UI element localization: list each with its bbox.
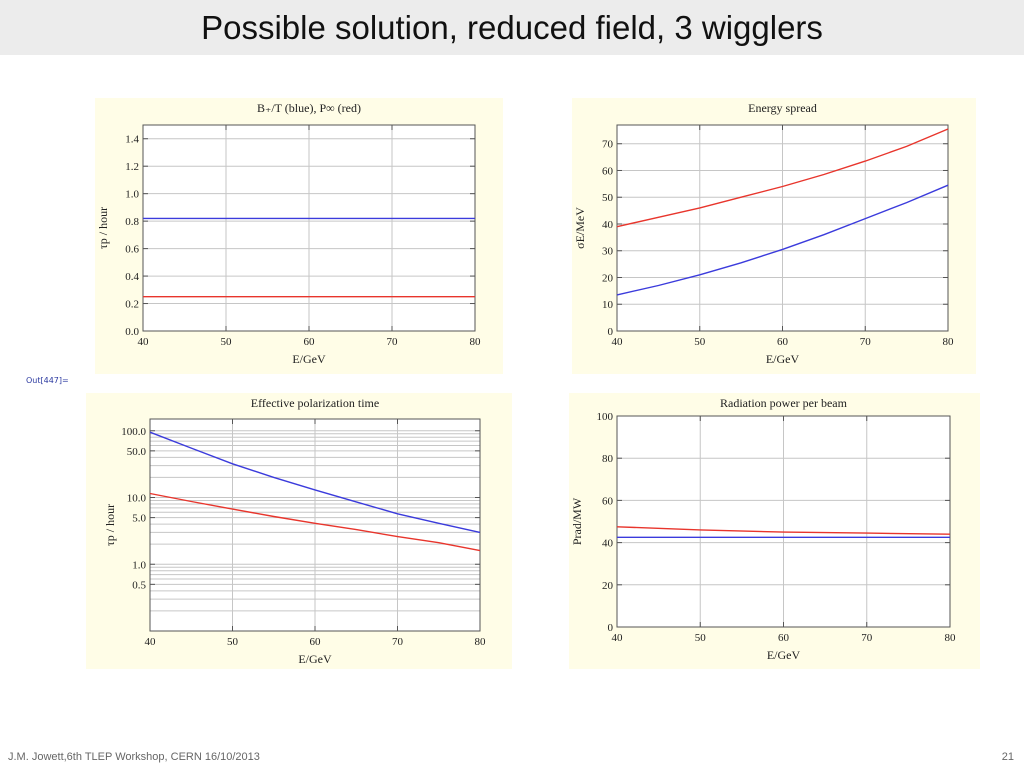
y-tick-label: 50 bbox=[602, 192, 614, 204]
title-bar: Possible solution, reduced field, 3 wigg… bbox=[0, 0, 1024, 55]
y-tick-label: 0.2 bbox=[125, 299, 139, 311]
y-axis-label: τp / hour bbox=[103, 504, 117, 546]
x-tick-label: 60 bbox=[777, 336, 789, 348]
series-line-red bbox=[149, 492, 481, 552]
x-tick-label: 50 bbox=[221, 336, 233, 348]
y-axis-label: τp / hour bbox=[96, 207, 110, 249]
y-tick-label: 60 bbox=[602, 165, 614, 177]
slide-title: Possible solution, reduced field, 3 wigg… bbox=[201, 9, 823, 46]
y-tick-label: 10.0 bbox=[127, 493, 147, 505]
x-tick-label: 60 bbox=[304, 336, 316, 348]
x-tick-label: 70 bbox=[861, 632, 873, 644]
grid bbox=[150, 419, 480, 631]
x-tick-label: 40 bbox=[612, 336, 624, 348]
chart-panel-radiation-power: Radiation power per beam 40 50 60 70 80 0 20 40 6… bbox=[569, 393, 980, 669]
y-tick-label: 50.0 bbox=[127, 446, 147, 458]
x-tick-label: 70 bbox=[387, 336, 399, 348]
chart-title: B₊/T (blue), P∞ (red) bbox=[257, 101, 361, 115]
x-axis-label: E/GeV bbox=[766, 352, 800, 366]
y-tick-label: 5.0 bbox=[132, 513, 146, 525]
y-tick-label: 30 bbox=[602, 246, 614, 258]
chart-polarization-time: Effective polarization time 40 50 60 70 80 0.5… bbox=[103, 396, 487, 666]
x-tick-label: 50 bbox=[694, 336, 706, 348]
x-tick-label: 40 bbox=[612, 632, 624, 644]
footer-credit: J.M. Jowett,6th TLEP Workshop, CERN 16/1… bbox=[8, 751, 260, 763]
y-tick-label: 1.4 bbox=[125, 134, 139, 146]
y-tick-label: 0 bbox=[608, 622, 614, 634]
y-tick-label: 1.2 bbox=[125, 161, 139, 173]
x-tick-label: 70 bbox=[860, 336, 872, 348]
chart-wiggler-field: B₊/T (blue), P∞ (red) 40 50 60 70 80 0.0 0.2 0.4… bbox=[96, 101, 482, 366]
y-tick-label: 0 bbox=[608, 326, 614, 338]
y-tick-label: 1.0 bbox=[125, 189, 139, 201]
x-tick-label: 60 bbox=[778, 632, 790, 644]
chart-energy-spread: Energy spread 40 50 60 70 80 0 10 20 30 40 50 60 70 E/… bbox=[573, 101, 955, 366]
series-line-red bbox=[616, 526, 951, 535]
chart-panel-wiggler-field: B₊/T (blue), P∞ (red) 40 50 60 70 80 0.0 0.2 0.4… bbox=[95, 98, 503, 374]
y-tick-label: 40 bbox=[602, 219, 614, 231]
y-tick-label: 20 bbox=[602, 272, 614, 284]
x-tick-label: 80 bbox=[943, 336, 955, 348]
y-tick-label: 40 bbox=[602, 538, 614, 550]
series-line-red bbox=[616, 128, 949, 228]
x-tick-label: 50 bbox=[695, 632, 707, 644]
chart-title: Radiation power per beam bbox=[720, 396, 848, 410]
y-tick-label: 100 bbox=[597, 411, 614, 423]
y-tick-label: 0.5 bbox=[132, 579, 146, 591]
grid bbox=[617, 416, 950, 627]
series-line-blue bbox=[616, 184, 949, 296]
y-tick-label: 100.0 bbox=[121, 426, 146, 438]
output-cell-label: Out[447]= bbox=[26, 376, 69, 385]
chart-panel-energy-spread: Energy spread 40 50 60 70 80 0 10 20 30 40 50 60 70 E/… bbox=[572, 98, 976, 374]
x-tick-label: 60 bbox=[310, 636, 322, 648]
y-axis-label: σE/MeV bbox=[573, 207, 587, 249]
y-tick-label: 10 bbox=[602, 299, 614, 311]
x-axis-label: E/GeV bbox=[767, 648, 801, 662]
chart-radiation-power: Radiation power per beam 40 50 60 70 80 0 20 40 6… bbox=[570, 396, 957, 662]
x-tick-label: 80 bbox=[470, 336, 482, 348]
grid bbox=[143, 125, 475, 331]
x-tick-label: 40 bbox=[145, 636, 157, 648]
series-line-blue bbox=[149, 431, 481, 534]
chart-title: Energy spread bbox=[748, 101, 817, 115]
chart-panel-polarization-time: Effective polarization time 40 50 60 70 80 0.5… bbox=[86, 393, 512, 669]
x-axis-label: E/GeV bbox=[292, 352, 326, 366]
chart-title: Effective polarization time bbox=[251, 396, 379, 410]
x-tick-label: 50 bbox=[227, 636, 239, 648]
page-number: 21 bbox=[1001, 751, 1014, 763]
x-tick-label: 40 bbox=[138, 336, 150, 348]
grid bbox=[617, 125, 948, 331]
x-tick-label: 80 bbox=[475, 636, 487, 648]
x-axis-label: E/GeV bbox=[298, 652, 332, 666]
y-tick-label: 0.0 bbox=[125, 326, 139, 338]
y-tick-label: 0.8 bbox=[125, 216, 139, 228]
y-tick-label: 1.0 bbox=[132, 559, 146, 571]
y-tick-label: 0.6 bbox=[125, 244, 139, 256]
x-tick-label: 80 bbox=[945, 632, 957, 644]
y-tick-label: 20 bbox=[602, 580, 614, 592]
y-tick-label: 0.4 bbox=[125, 271, 139, 283]
y-tick-label: 70 bbox=[602, 139, 614, 151]
y-axis-label: Prad/MW bbox=[570, 497, 584, 545]
y-tick-label: 60 bbox=[602, 495, 614, 507]
y-tick-label: 80 bbox=[602, 453, 614, 465]
x-tick-label: 70 bbox=[392, 636, 404, 648]
